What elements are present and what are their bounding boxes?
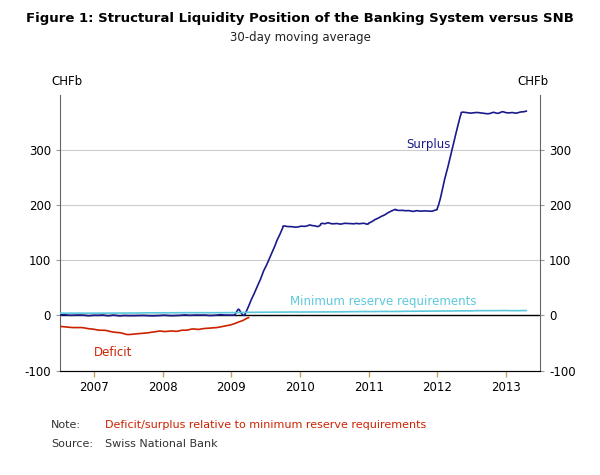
Text: 30-day moving average: 30-day moving average — [230, 31, 370, 44]
Text: Note:: Note: — [51, 420, 81, 430]
Text: Figure 1: Structural Liquidity Position of the Banking System versus SNB: Figure 1: Structural Liquidity Position … — [26, 12, 574, 25]
Text: Deficit/surplus relative to minimum reserve requirements: Deficit/surplus relative to minimum rese… — [105, 420, 426, 430]
Text: Swiss National Bank: Swiss National Bank — [105, 439, 218, 449]
Text: Source:: Source: — [51, 439, 93, 449]
Text: CHFb: CHFb — [51, 75, 82, 88]
Text: CHFb: CHFb — [518, 75, 549, 88]
Text: Deficit: Deficit — [94, 346, 133, 360]
Text: Minimum reserve requirements: Minimum reserve requirements — [290, 294, 476, 308]
Text: Surplus: Surplus — [406, 138, 451, 151]
